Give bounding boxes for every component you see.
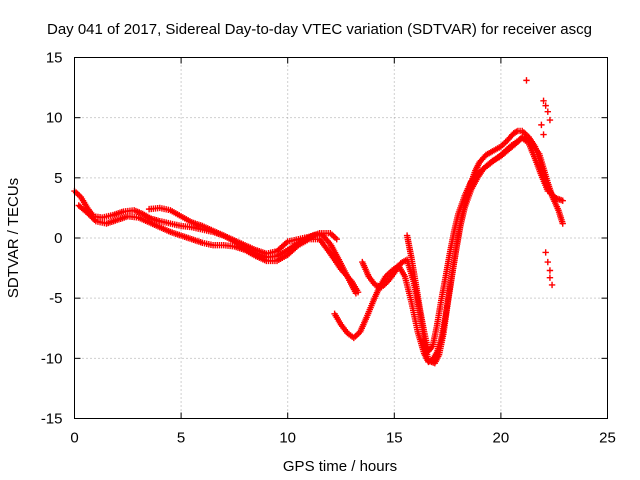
y-tick-label: -10 bbox=[41, 350, 63, 367]
series-trace-f bbox=[403, 134, 552, 355]
data-point bbox=[354, 288, 362, 296]
x-tick-labels: 0 5 10 15 20 25 bbox=[70, 430, 616, 447]
data-point bbox=[559, 220, 566, 227]
y-tick-label: -5 bbox=[49, 290, 62, 307]
data-point bbox=[548, 281, 556, 289]
x-axis-label: GPS time / hours bbox=[283, 458, 397, 475]
data-point bbox=[546, 116, 554, 124]
y-tick-label: -15 bbox=[41, 411, 63, 428]
y-tick-label: 0 bbox=[54, 230, 62, 247]
y-tick-label: 5 bbox=[54, 170, 62, 187]
data-point bbox=[546, 274, 554, 281]
data-point bbox=[513, 128, 520, 135]
y-axis-label: SDTVAR / TECUs bbox=[5, 178, 22, 298]
data-point bbox=[542, 102, 549, 109]
x-tick-label: 20 bbox=[493, 430, 510, 447]
x-tick-label: 25 bbox=[599, 430, 616, 447]
data-point bbox=[542, 249, 549, 256]
data-point bbox=[544, 258, 552, 266]
data-point bbox=[523, 77, 530, 84]
data-marks bbox=[71, 77, 566, 367]
data-point bbox=[540, 131, 547, 138]
chart-title: Day 041 of 2017, Sidereal Day-to-day VTE… bbox=[47, 21, 592, 38]
y-tick-label: 15 bbox=[46, 50, 63, 67]
data-point bbox=[538, 121, 545, 129]
plot-frame bbox=[74, 57, 608, 419]
x-tick-label: 5 bbox=[177, 430, 185, 447]
series-trace-e bbox=[359, 133, 566, 367]
x-tick-label: 15 bbox=[386, 430, 403, 447]
y-tick-labels: -15 -10 -5 0 5 10 15 bbox=[41, 50, 63, 428]
x-tick-label: 0 bbox=[70, 430, 78, 447]
series-outliers bbox=[523, 77, 556, 289]
x-tick-label: 10 bbox=[279, 430, 296, 447]
series-trace-c bbox=[145, 204, 340, 257]
data-point bbox=[546, 267, 554, 274]
data-point bbox=[559, 197, 566, 204]
data-point bbox=[333, 236, 340, 243]
data-point bbox=[540, 97, 547, 105]
series-trace-b bbox=[75, 202, 362, 296]
data-point bbox=[544, 187, 552, 195]
data-point bbox=[91, 216, 98, 223]
data-point bbox=[544, 108, 552, 115]
tick-marks bbox=[74, 57, 608, 419]
y-tick-label: 10 bbox=[46, 110, 63, 127]
grid-lines bbox=[74, 57, 608, 419]
